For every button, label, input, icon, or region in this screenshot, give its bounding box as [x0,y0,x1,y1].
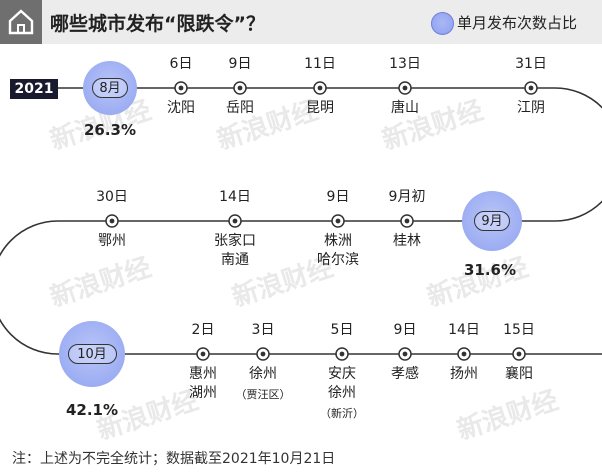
event-city: 唐山 [391,100,419,116]
month-share: 31.6% [463,261,517,279]
event-date: 31日 [515,56,547,72]
event-date: 13日 [389,56,421,72]
timeline-node-dot [339,351,345,357]
event-date: 5日 [330,322,354,338]
event-date: 11日 [304,56,336,72]
event-city: 安庆 徐州 [328,366,356,401]
timeline-node-dot [109,218,115,224]
timeline-node-dot [404,218,410,224]
event-date: 2日 [191,322,215,338]
event-city: 桂林 [393,233,421,249]
legend-label: 单月发布次数占比 [457,14,578,32]
timeline-node-dot [528,85,534,91]
event-city: 孝感 [391,366,419,382]
timeline-node-dot [237,85,243,91]
timeline-node-dot [317,85,323,91]
event-city: 鄂州 [98,233,126,249]
event-date: 6日 [169,56,193,72]
event-city: 张家口 南通 [214,233,256,268]
timeline-node-dot [260,351,266,357]
event-city: 徐州 [249,366,277,382]
event-date: 9日 [326,189,350,205]
page-title: 哪些城市发布“限跌令”？ [50,13,265,35]
event-date: 9月初 [388,189,426,205]
timeline-node-dot [178,85,184,91]
header-bar: 哪些城市发布“限跌令”？ 单月发布次数占比 [0,0,602,44]
footnote: 注：上述为不完全统计；数据截至2021年10月21日 [12,451,336,467]
timeline-node-dot [200,351,206,357]
event-city: 昆明 [306,100,334,116]
event-city: 岳阳 [226,100,254,116]
timeline-node-dot [232,218,238,224]
month-share: 26.3% [83,121,137,139]
event-city: 扬州 [450,366,478,382]
event-date: 15日 [503,322,535,338]
timeline-node-dot [516,351,522,357]
event-date: 9日 [228,56,252,72]
legend-bubble-icon [431,12,454,35]
month-label: 8月 [92,78,128,98]
timeline-node-dot [335,218,341,224]
event-city: 襄阳 [505,366,533,382]
event-date: 14日 [448,322,480,338]
timeline-node-dot [402,351,408,357]
event-city: 沈阳 [167,100,195,116]
month-bubble [462,191,522,251]
event-note: （新沂） [320,407,364,420]
house-icon [0,0,42,44]
timeline-node-dot [461,351,467,357]
timeline-node-dot [402,85,408,91]
event-date: 14日 [219,189,251,205]
month-label: 10月 [67,344,117,364]
event-date: 9日 [393,322,417,338]
event-note: （贾汪区） [235,388,291,401]
event-city: 惠州 湖州 [189,366,217,401]
timeline-path [0,87,602,355]
event-date: 30日 [96,189,128,205]
month-label: 9月 [474,211,510,231]
event-city: 株洲 哈尔滨 [317,233,359,268]
event-city: 江阴 [517,100,545,116]
year-label: 2021 [10,79,58,99]
month-share: 42.1% [65,401,119,419]
event-date: 3日 [251,322,275,338]
